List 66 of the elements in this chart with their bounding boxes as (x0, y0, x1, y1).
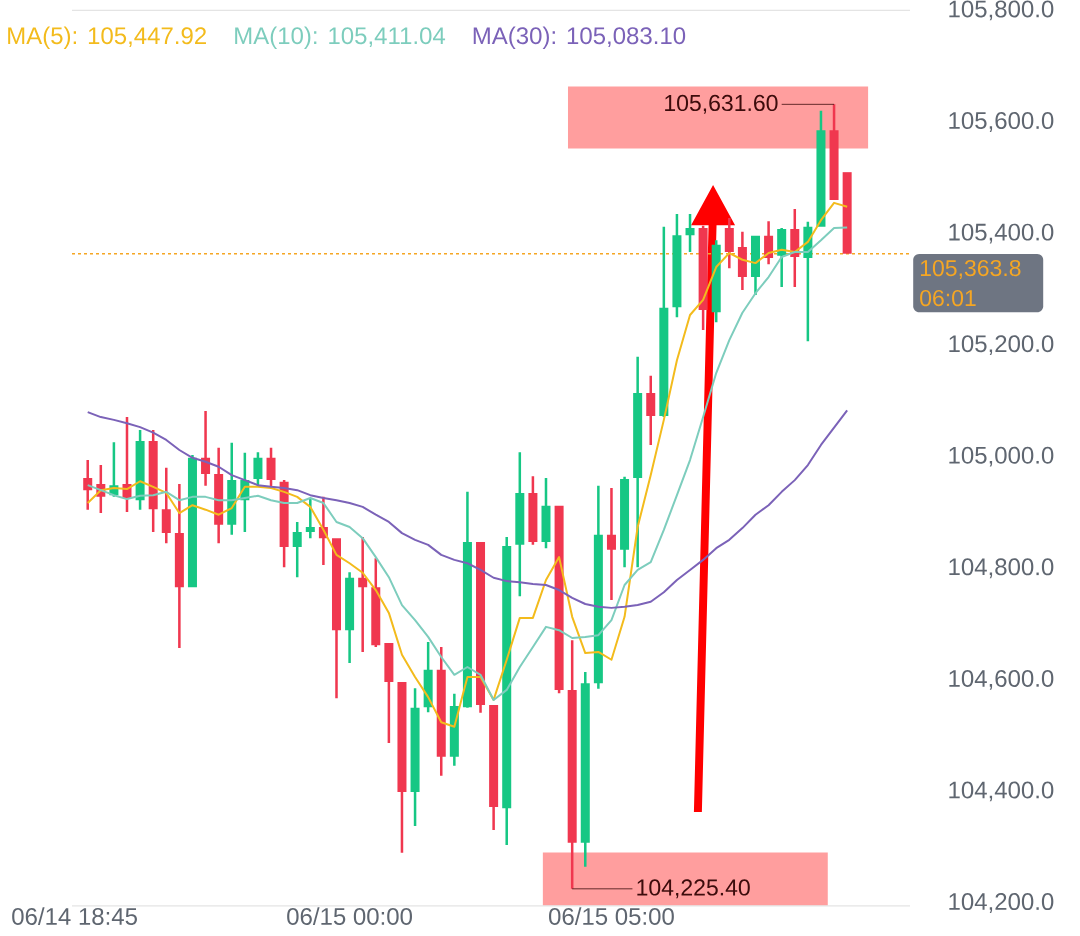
candlestick (384, 643, 394, 743)
candlestick (541, 477, 551, 549)
candlestick (764, 221, 774, 265)
y-tick-label: 104,400.0 (949, 781, 1054, 802)
candlestick (436, 646, 446, 776)
text: MA(30): 105,083.10 (473, 26, 686, 49)
candlestick (711, 240, 721, 323)
candlestick (174, 484, 184, 649)
candlestick (345, 572, 355, 664)
line-series (86, 409, 849, 609)
candlestick (646, 375, 656, 445)
y-tick-label: 104,600.0 (949, 669, 1054, 690)
candlestick (83, 460, 93, 510)
candlestick (148, 429, 158, 532)
candlestick (724, 217, 734, 269)
candlestick (214, 447, 224, 544)
candlestick (201, 410, 211, 486)
candlestick (593, 485, 603, 689)
candlestick (633, 356, 643, 568)
annotation: 104,225.40 (637, 879, 750, 899)
candlestick (816, 110, 826, 227)
candlestick (449, 693, 459, 766)
candlestick (515, 452, 525, 597)
x-tick-label: 06/14 18:45 (12, 907, 137, 925)
candlestick (606, 487, 616, 601)
y-tick-label: 104,800.0 (949, 558, 1054, 579)
candlestick (462, 491, 472, 708)
y-tick-label: 105,800.0 (949, 0, 1054, 21)
candlestick (842, 172, 852, 254)
y-tick-label: 105,200.0 (949, 335, 1054, 356)
candlestick (580, 672, 590, 867)
candlestick (331, 538, 341, 699)
candlestick (502, 537, 512, 845)
candlestick (305, 497, 315, 539)
candlestick (554, 505, 564, 694)
candlestick (567, 640, 577, 889)
annotation: 105,631.60 (665, 94, 778, 114)
x-tick-label: 06/15 05:00 (549, 907, 674, 925)
candlestick (161, 467, 171, 544)
x-tick-label: 06/15 00:00 (287, 907, 412, 925)
candlestick (266, 447, 276, 487)
candlestick (358, 537, 368, 652)
candlestick (620, 476, 630, 568)
y-tick-label: 105,000.0 (949, 446, 1054, 467)
text: MA(5): 105,447.92 (8, 26, 206, 49)
candlestick (292, 521, 302, 578)
candlestick (737, 231, 747, 290)
candlestick (528, 476, 538, 545)
y-tick-label: 105,400.0 (949, 223, 1054, 244)
candlestick (829, 104, 839, 201)
candlestick (253, 452, 263, 487)
candlestick (187, 455, 197, 588)
candlestick (698, 225, 708, 331)
candlestick (750, 235, 760, 295)
candlestick (371, 558, 381, 647)
candlestick (410, 688, 420, 827)
candlestick (397, 682, 407, 853)
y-tick-label: 104,200.0 (949, 893, 1054, 913)
candlestick (135, 429, 145, 510)
candlestick (659, 226, 669, 418)
text: MA(10): 105,411.04 (235, 26, 446, 49)
candlestick (489, 704, 499, 830)
candlestick (476, 542, 486, 713)
ref-line-label: 105,363.8 06:01 (920, 259, 1021, 307)
candlestick (672, 214, 682, 318)
y-tick-label: 105,600.0 (949, 112, 1054, 132)
